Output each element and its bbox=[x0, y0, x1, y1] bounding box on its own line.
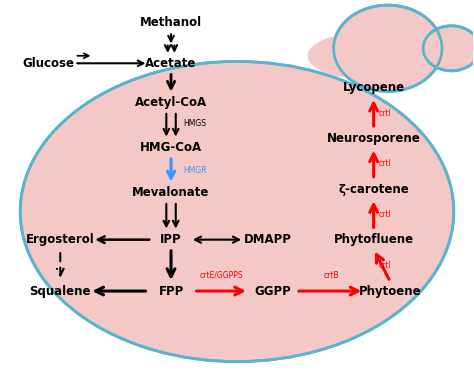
Text: Phytofluene: Phytofluene bbox=[334, 233, 414, 246]
Text: HMGS: HMGS bbox=[183, 119, 206, 128]
Text: FPP: FPP bbox=[158, 285, 183, 297]
Text: HMG-CoA: HMG-CoA bbox=[140, 141, 202, 154]
Text: crtE/GGPPS: crtE/GGPPS bbox=[200, 271, 244, 280]
Text: GGPP: GGPP bbox=[254, 285, 291, 297]
Text: Acetyl-CoA: Acetyl-CoA bbox=[135, 96, 207, 109]
Circle shape bbox=[334, 5, 442, 91]
Text: Mevalonate: Mevalonate bbox=[132, 186, 210, 199]
Text: crtI: crtI bbox=[378, 159, 391, 168]
Ellipse shape bbox=[308, 33, 411, 78]
Circle shape bbox=[423, 26, 474, 71]
Text: Glucose: Glucose bbox=[22, 57, 74, 70]
Ellipse shape bbox=[20, 61, 454, 362]
Text: crtB: crtB bbox=[323, 271, 339, 280]
Text: Methanol: Methanol bbox=[140, 15, 202, 28]
Text: IPP: IPP bbox=[160, 233, 182, 246]
Ellipse shape bbox=[404, 35, 451, 61]
Text: crtI: crtI bbox=[378, 261, 391, 270]
Text: Squalene: Squalene bbox=[29, 285, 91, 297]
Text: HMGR: HMGR bbox=[183, 166, 207, 175]
Text: Ergosterol: Ergosterol bbox=[26, 233, 95, 246]
Text: Neurosporene: Neurosporene bbox=[327, 132, 420, 145]
Text: DMAPP: DMAPP bbox=[244, 233, 292, 246]
Text: ζ-carotene: ζ-carotene bbox=[338, 183, 409, 195]
Text: Acetate: Acetate bbox=[146, 57, 197, 70]
Text: crtI: crtI bbox=[378, 108, 391, 118]
Text: Lycopene: Lycopene bbox=[343, 81, 405, 94]
Text: crtI: crtI bbox=[378, 210, 391, 219]
Text: Phytoene: Phytoene bbox=[359, 285, 421, 297]
